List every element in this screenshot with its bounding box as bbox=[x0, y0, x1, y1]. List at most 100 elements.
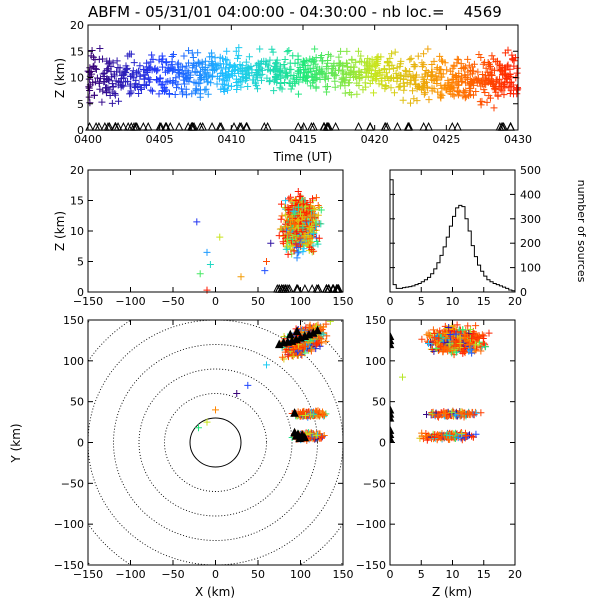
source-point bbox=[286, 59, 294, 67]
source-point bbox=[327, 52, 335, 60]
source-point bbox=[286, 229, 294, 237]
source-point bbox=[332, 72, 340, 80]
y-tick-label: 500 bbox=[520, 164, 541, 177]
source-point bbox=[347, 69, 355, 77]
source-point bbox=[443, 339, 451, 347]
source-point bbox=[453, 59, 461, 67]
time-height-ylabel: Z (km) bbox=[53, 58, 67, 98]
source-point bbox=[454, 56, 462, 64]
source-point bbox=[245, 72, 253, 80]
source-point bbox=[175, 66, 183, 74]
source-point bbox=[470, 76, 478, 84]
y-tick-label: 200 bbox=[520, 237, 541, 250]
source-point bbox=[468, 63, 476, 71]
source-point bbox=[306, 235, 314, 243]
source-point bbox=[467, 346, 475, 354]
source-point bbox=[464, 55, 472, 63]
source-point bbox=[297, 324, 305, 332]
source-point bbox=[462, 79, 470, 87]
source-point bbox=[435, 69, 443, 77]
source-point bbox=[238, 78, 246, 86]
source-point bbox=[313, 63, 321, 71]
source-point bbox=[468, 349, 476, 357]
y-tick-label: 0 bbox=[379, 437, 386, 450]
source-point bbox=[350, 73, 358, 81]
y-tick-label: −50 bbox=[61, 477, 84, 490]
outlier-point bbox=[263, 361, 270, 369]
source-point bbox=[184, 75, 192, 83]
source-point bbox=[483, 76, 491, 84]
source-point bbox=[108, 99, 116, 107]
source-point bbox=[260, 57, 268, 65]
source-point bbox=[130, 59, 138, 67]
source-point bbox=[455, 69, 463, 77]
source-point bbox=[477, 53, 485, 61]
source-point bbox=[303, 69, 311, 77]
source-point bbox=[213, 80, 221, 88]
source-point bbox=[196, 86, 204, 94]
source-point bbox=[291, 232, 299, 240]
plan-view-xlabel: X (km) bbox=[195, 585, 235, 599]
source-point bbox=[390, 89, 398, 97]
source-point bbox=[322, 72, 330, 80]
source-point bbox=[317, 220, 325, 228]
source-point bbox=[403, 79, 411, 87]
source-point bbox=[222, 55, 230, 63]
source-point bbox=[168, 52, 176, 60]
source-point bbox=[490, 104, 498, 112]
source-point bbox=[270, 87, 278, 95]
source-point bbox=[172, 74, 180, 82]
source-point bbox=[245, 64, 253, 72]
outlier-point bbox=[195, 424, 202, 432]
source-point bbox=[424, 340, 432, 348]
source-point bbox=[221, 84, 229, 92]
source-point bbox=[418, 429, 426, 437]
source-point bbox=[348, 55, 356, 63]
source-point bbox=[219, 69, 227, 77]
source-point bbox=[479, 60, 487, 68]
x-tick-label: 50 bbox=[251, 295, 265, 308]
source-point bbox=[214, 61, 222, 69]
source-point bbox=[484, 58, 492, 66]
source-point bbox=[449, 76, 457, 84]
source-point bbox=[452, 348, 460, 356]
source-point bbox=[140, 81, 148, 89]
range-ring bbox=[138, 368, 293, 517]
source-point bbox=[396, 82, 404, 90]
source-point bbox=[382, 69, 390, 77]
source-point bbox=[505, 72, 513, 80]
source-point bbox=[375, 80, 383, 88]
source-point bbox=[318, 433, 326, 441]
source-point bbox=[503, 75, 511, 83]
source-point bbox=[354, 47, 362, 55]
source-point bbox=[439, 58, 447, 66]
source-point bbox=[331, 70, 339, 78]
source-point bbox=[500, 70, 508, 78]
source-point bbox=[388, 50, 396, 58]
source-point bbox=[242, 76, 250, 84]
source-point bbox=[451, 345, 459, 353]
source-point bbox=[248, 66, 256, 74]
source-point bbox=[366, 80, 374, 88]
source-point bbox=[337, 47, 345, 55]
source-point bbox=[175, 72, 183, 80]
source-point bbox=[397, 72, 405, 80]
source-point bbox=[414, 52, 422, 60]
source-point bbox=[452, 342, 460, 350]
source-point bbox=[87, 52, 95, 60]
source-point bbox=[420, 90, 428, 98]
outlier-point bbox=[237, 273, 245, 281]
source-point bbox=[323, 88, 331, 96]
source-point bbox=[174, 67, 182, 75]
source-point bbox=[302, 218, 310, 226]
source-point bbox=[431, 434, 439, 442]
source-point bbox=[466, 411, 474, 419]
source-point bbox=[305, 323, 313, 331]
source-point bbox=[434, 88, 442, 96]
source-point bbox=[504, 61, 512, 69]
outlier-point bbox=[216, 233, 224, 241]
source-point bbox=[285, 195, 293, 203]
source-point bbox=[410, 95, 418, 103]
source-point bbox=[184, 67, 192, 75]
source-point bbox=[469, 67, 477, 75]
